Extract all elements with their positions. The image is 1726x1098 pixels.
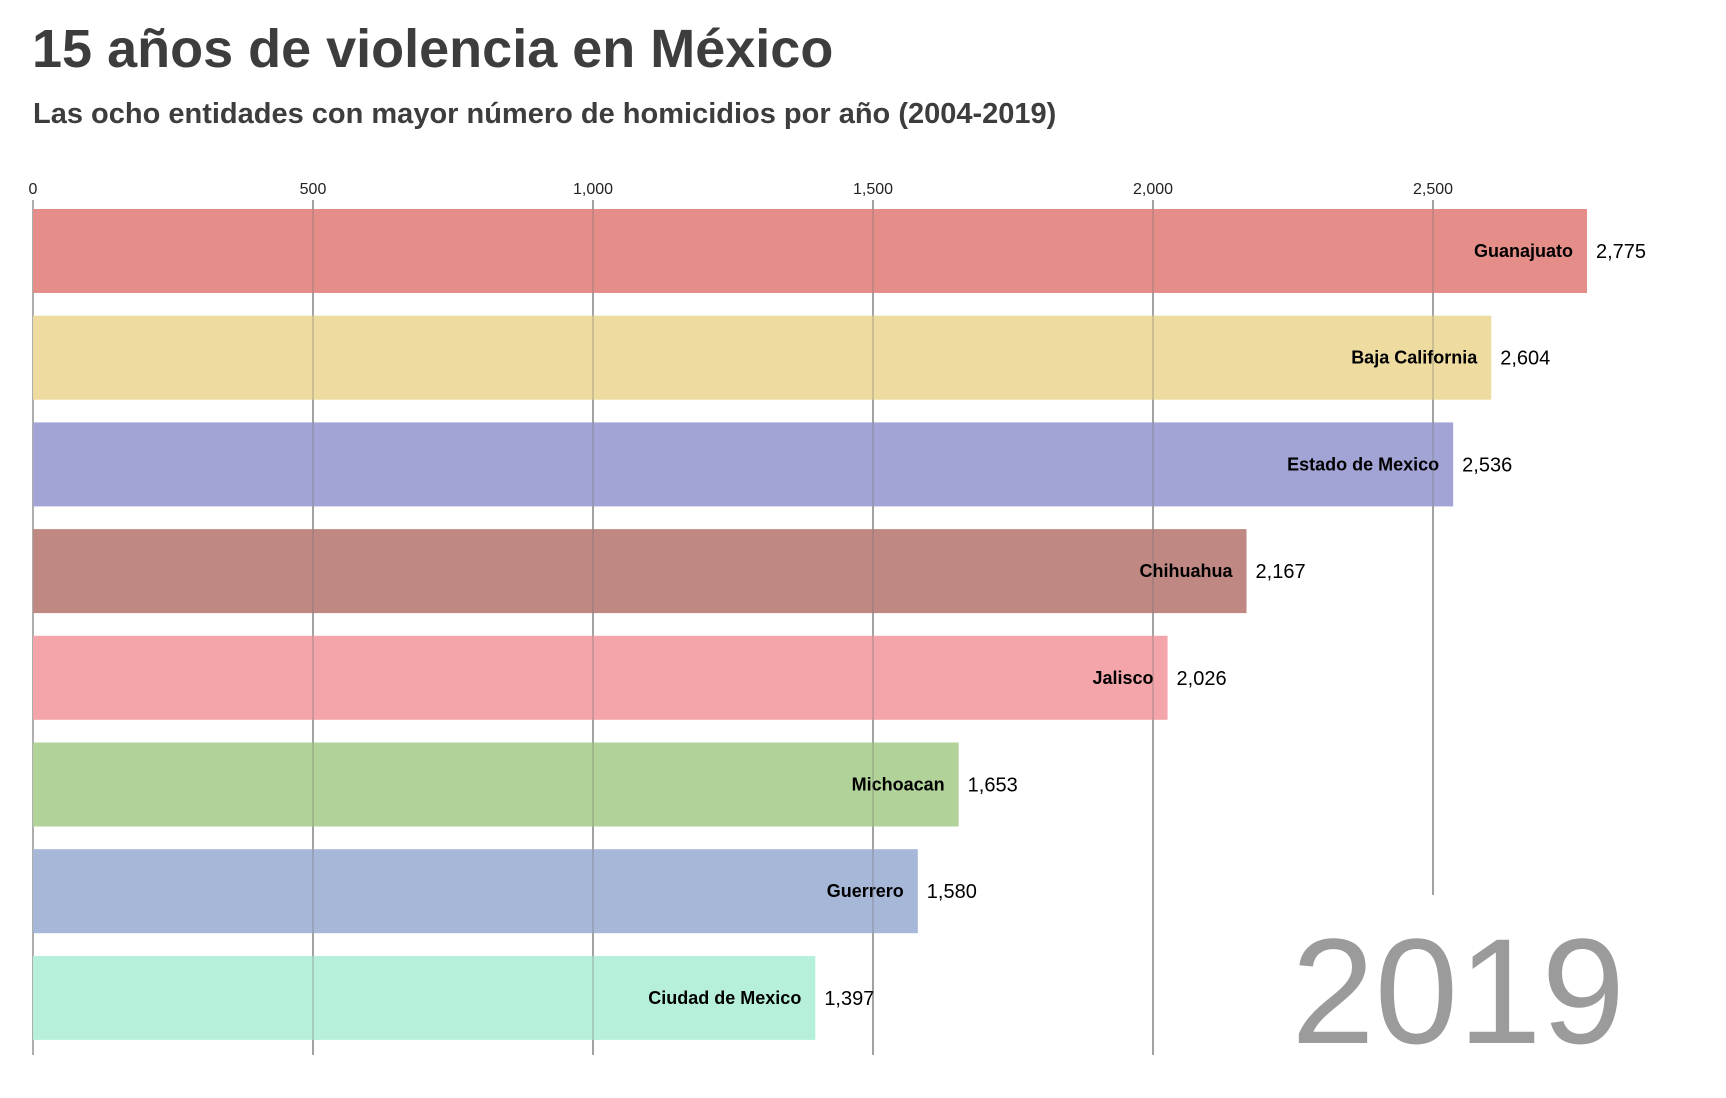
bar-value-label: 1,580 (927, 881, 977, 903)
bar (33, 635, 1168, 720)
bar (33, 955, 816, 1040)
bar-value-label: 2,167 (1256, 561, 1306, 583)
bar (33, 742, 959, 827)
bar-category-label: Guanajuato (1474, 241, 1573, 261)
x-tick-label: 0 (29, 181, 38, 198)
bar-category-label: Baja California (1351, 348, 1478, 368)
x-tick-label: 1,000 (573, 181, 613, 198)
bar-category-label: Chihuahua (1140, 561, 1234, 581)
x-tick-label: 2,500 (1413, 181, 1453, 198)
x-tick-label: 1,500 (853, 181, 893, 198)
bar (33, 529, 1247, 614)
chart-title: 15 años de violencia en México (32, 19, 834, 79)
x-tick-label: 500 (300, 181, 327, 198)
x-tick-label: 2,000 (1133, 181, 1173, 198)
bar (33, 849, 918, 934)
bar-value-label: 1,397 (824, 988, 874, 1010)
chart-subtitle: Las ocho entidades con mayor número de h… (33, 98, 1057, 130)
year-label: 2019 (1291, 907, 1625, 1075)
bar-labels: Guanajuato 2,775 Baja California 2,604 Estad… (648, 241, 1646, 1010)
bar-category-label: Estado de Mexico (1287, 454, 1439, 474)
bar-value-label: 2,775 (1596, 241, 1646, 263)
bar-category-label: Michoacan (852, 775, 945, 795)
bar (33, 209, 1587, 293)
bar (33, 422, 1454, 507)
bars (33, 209, 1587, 1040)
bar-value-label: 2,536 (1462, 454, 1512, 476)
bar-value-label: 2,604 (1500, 348, 1550, 370)
bar-category-label: Ciudad de Mexico (648, 988, 801, 1008)
bar (33, 315, 1492, 400)
bar-category-label: Jalisco (1093, 668, 1154, 688)
bar-category-label: Guerrero (827, 881, 904, 901)
bar-value-label: 1,653 (968, 775, 1018, 797)
bar-value-label: 2,026 (1177, 668, 1227, 690)
